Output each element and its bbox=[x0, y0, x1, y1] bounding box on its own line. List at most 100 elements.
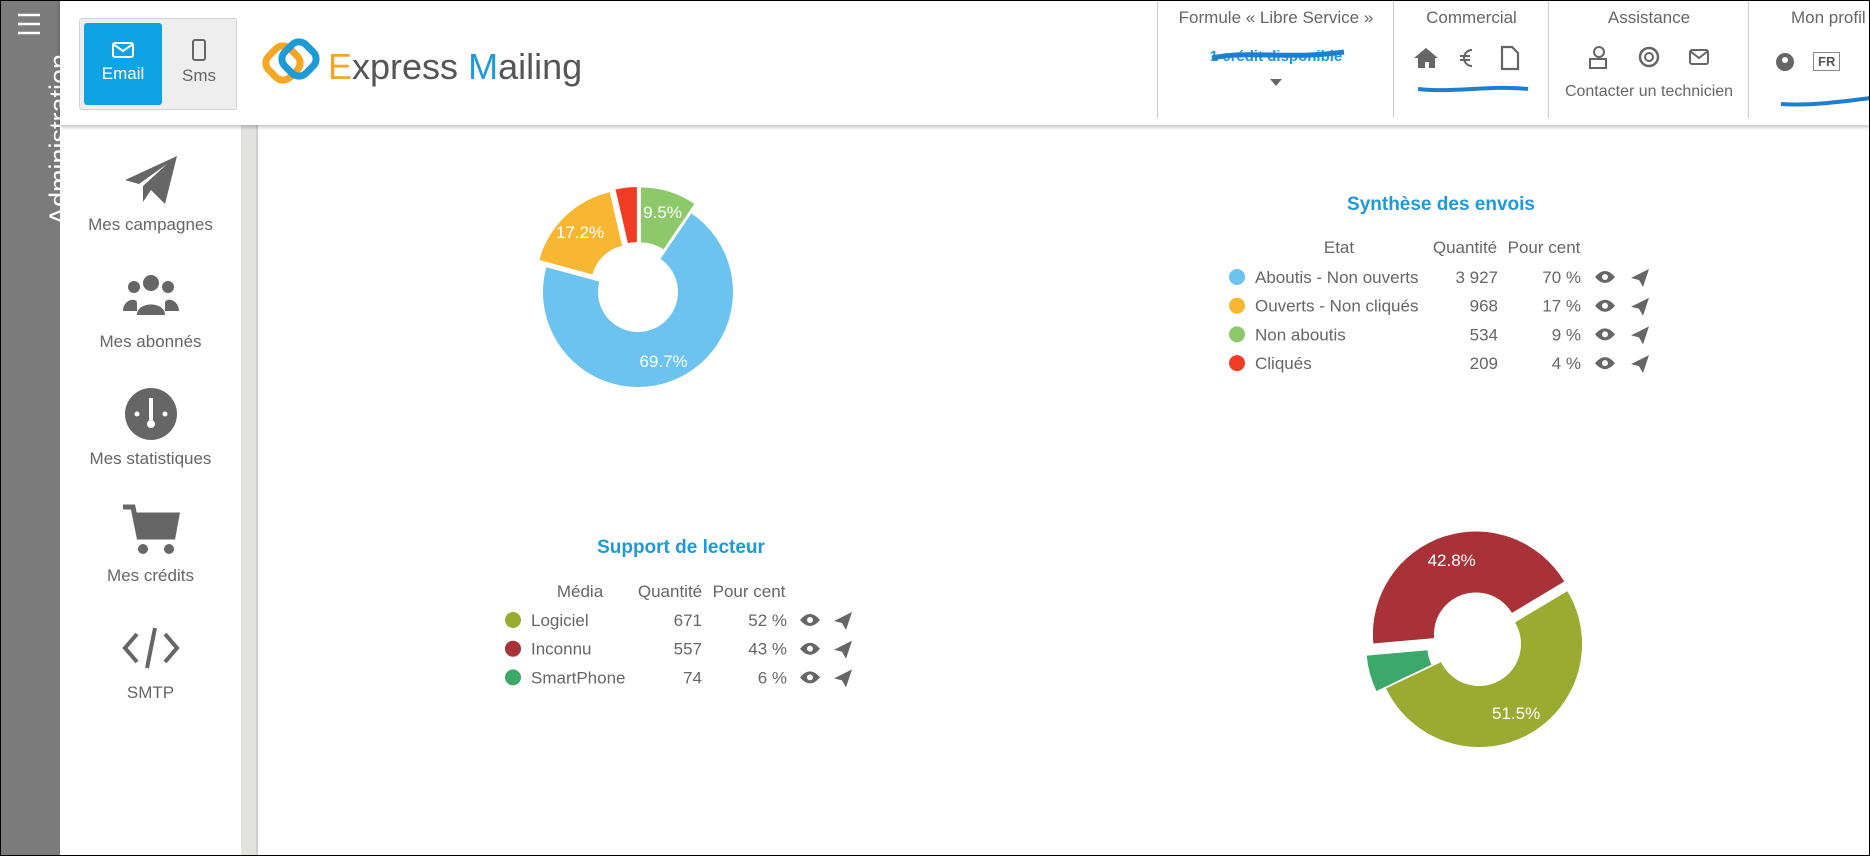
row-name: SmartPhone bbox=[531, 668, 626, 687]
lang-button[interactable]: FR bbox=[1813, 52, 1841, 71]
nav-label: Mes campagnes bbox=[88, 215, 213, 234]
slice-label: 69.7% bbox=[639, 352, 687, 371]
slice-label: 9.5% bbox=[643, 203, 682, 222]
panel-title: Synthèse des envois bbox=[1347, 194, 1535, 215]
nav-item[interactable]: SMTP bbox=[60, 618, 241, 703]
divider bbox=[241, 125, 258, 856]
row-percent: 52 % bbox=[748, 611, 787, 630]
pie-slice bbox=[640, 187, 695, 250]
row-percent: 17 % bbox=[1542, 297, 1581, 316]
nav-label: Mes statistiques bbox=[89, 449, 212, 468]
user-icon bbox=[1776, 53, 1794, 71]
row-percent: 43 % bbox=[748, 640, 787, 659]
pie-slice bbox=[615, 187, 637, 244]
pie-slice bbox=[543, 213, 734, 387]
logo-part: E bbox=[328, 46, 353, 87]
section-title: Formule « Libre Service » bbox=[1178, 8, 1374, 27]
row-name: Cliqués bbox=[1255, 354, 1312, 373]
phone-icon bbox=[192, 39, 206, 61]
logo-text: Express Mailing bbox=[328, 46, 582, 88]
section-title: Assistance bbox=[1607, 8, 1691, 27]
legend-dot bbox=[505, 612, 521, 628]
tab-label: Sms bbox=[182, 66, 216, 85]
assistance-icons bbox=[1589, 46, 1709, 69]
row-name: Inconnu bbox=[531, 640, 592, 659]
mail-icon bbox=[112, 42, 134, 58]
column-header: Quantité bbox=[638, 582, 702, 601]
logo-part: xpress bbox=[352, 46, 469, 87]
row-quantity: 74 bbox=[683, 668, 702, 687]
column-header: Quantité bbox=[1433, 238, 1497, 257]
pie-slice bbox=[539, 192, 623, 275]
panel-title: Support de lecteur bbox=[597, 537, 765, 558]
redaction bbox=[1780, 96, 1870, 107]
admin-sidebar: Administration bbox=[0, 0, 74, 856]
row-quantity: 209 bbox=[1470, 354, 1498, 373]
row-percent: 6 % bbox=[758, 668, 787, 687]
commercial-section[interactable]: Commercial bbox=[1393, 0, 1549, 118]
section-title: Commercial bbox=[1426, 8, 1517, 27]
nav-item[interactable]: Mes crédits bbox=[60, 501, 241, 586]
view-pupil bbox=[807, 617, 813, 623]
view-pupil bbox=[807, 645, 813, 652]
send-icon[interactable] bbox=[834, 669, 852, 688]
legend-dot bbox=[1229, 326, 1245, 343]
stats-icon bbox=[124, 388, 177, 440]
redaction bbox=[1417, 85, 1528, 93]
send-icon[interactable] bbox=[1631, 297, 1649, 316]
row-quantity: 557 bbox=[674, 640, 702, 659]
send-icon[interactable] bbox=[1631, 326, 1649, 345]
subscribers-icon bbox=[122, 275, 179, 315]
slice-label: 17.2% bbox=[556, 223, 604, 242]
row-name: Non aboutis bbox=[1255, 325, 1346, 344]
pie-slice bbox=[1366, 650, 1432, 692]
code-icon bbox=[121, 627, 180, 669]
view-pupil bbox=[1602, 331, 1608, 338]
logo-part: ailing bbox=[498, 46, 583, 87]
formula-section[interactable]: Formule « Libre Service » 1 crédit dispo… bbox=[1157, 0, 1394, 118]
legend-dot bbox=[1229, 297, 1245, 314]
nav-label: Mes crédits bbox=[107, 566, 194, 585]
assistance-section[interactable]: Assistance Contacter un technicien bbox=[1548, 0, 1749, 118]
credit-line: 1 crédit disponible bbox=[1158, 48, 1394, 65]
cart-icon bbox=[122, 504, 180, 554]
row-quantity: 968 bbox=[1470, 297, 1498, 316]
logo-part: M bbox=[468, 46, 499, 87]
nav-item[interactable]: Mes statistiques bbox=[60, 384, 241, 469]
row-name: Logiciel bbox=[531, 611, 589, 630]
row-percent: 9 % bbox=[1552, 325, 1581, 344]
send-icon[interactable] bbox=[834, 640, 852, 659]
send-icon[interactable] bbox=[1631, 355, 1649, 374]
nav: Mes campagnes Mes abonnés Mes statistiqu… bbox=[60, 125, 241, 856]
campaign-icon bbox=[124, 156, 177, 204]
tab-label: Email bbox=[101, 64, 145, 83]
slice-label: 51.5% bbox=[1492, 704, 1540, 723]
column-header: Média bbox=[557, 582, 604, 601]
slice-label: 42.8% bbox=[1428, 551, 1476, 570]
commercial-icons bbox=[1413, 45, 1519, 71]
nav-label: Mes abonnés bbox=[99, 332, 202, 351]
column-header: Pour cent bbox=[1508, 238, 1581, 257]
view-pupil bbox=[807, 674, 813, 681]
email-tab[interactable]: Email bbox=[84, 23, 162, 105]
menu-icon[interactable] bbox=[16, 12, 44, 36]
redaction bbox=[1211, 49, 1345, 61]
dropdown-arrow bbox=[1270, 79, 1282, 86]
nav-item[interactable]: Mes campagnes bbox=[60, 150, 241, 235]
send-icon[interactable] bbox=[1631, 269, 1649, 287]
section-title: Mon profil bbox=[1791, 8, 1866, 27]
nav-item[interactable]: Mes abonnés bbox=[60, 267, 241, 352]
row-name: Ouverts - Non cliqués bbox=[1255, 297, 1418, 316]
send-icon[interactable] bbox=[834, 612, 852, 630]
header: Email Sms Express Mailing Formule « Libr… bbox=[60, 0, 1870, 125]
column-header: Etat bbox=[1324, 238, 1355, 257]
row-quantity: 3 927 bbox=[1455, 268, 1498, 287]
column-header: Pour cent bbox=[713, 582, 786, 601]
view-pupil bbox=[1602, 302, 1608, 309]
profile-section[interactable]: Mon profil FR bbox=[1748, 0, 1870, 118]
sms-tab[interactable]: Sms bbox=[164, 23, 234, 105]
row-percent: 70 % bbox=[1542, 268, 1581, 287]
view-pupil bbox=[1602, 360, 1608, 367]
